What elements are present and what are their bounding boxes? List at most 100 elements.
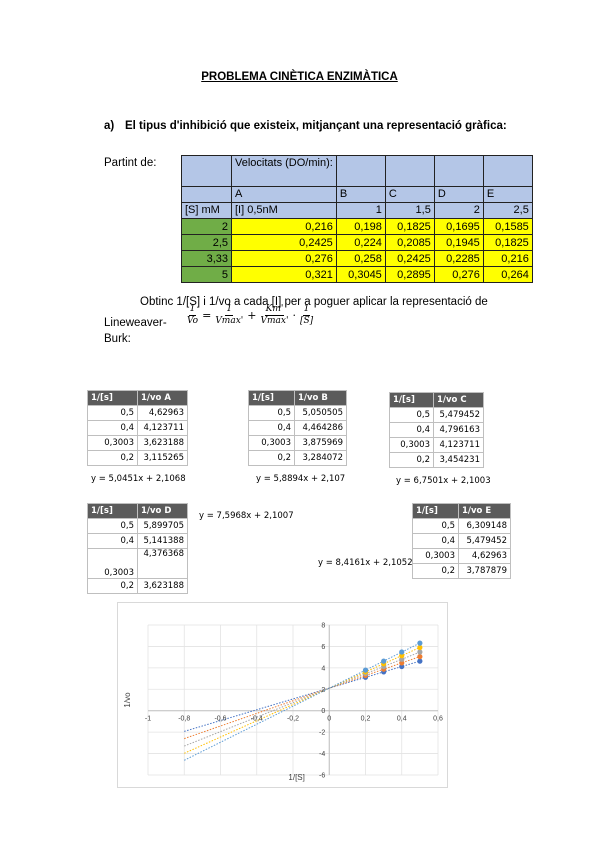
trendline-4 xyxy=(184,642,421,761)
letter-c: C xyxy=(384,186,435,203)
table-row: 0,4 5,479452 xyxy=(412,533,511,549)
table-row: A B C D E xyxy=(181,186,533,203)
equation-a: y = 5,0451x + 2,1068 xyxy=(91,474,186,484)
equation-b: y = 5,8894x + 2,107 xyxy=(256,474,346,484)
velocity-cell: 0,216 xyxy=(231,218,337,235)
y-tick-label: -4 xyxy=(319,751,325,758)
x-tick-label: -0,8 xyxy=(178,716,190,723)
table-row: 0,4 4,796163 xyxy=(389,422,484,438)
table-row: 0,5 4,62963 xyxy=(87,405,188,421)
table-b: 1/[s] 1/vo B 0,5 5,050505 0,4 4,464286 0,30… xyxy=(248,390,347,466)
data-point xyxy=(417,644,423,651)
x-tick-label: 0 xyxy=(327,716,331,723)
velocity-cell: 0,258 xyxy=(335,250,386,267)
velocity-cell: 0,1695 xyxy=(433,218,484,235)
y-tick-label: -2 xyxy=(319,730,325,737)
velocity-cell: 0,321 xyxy=(231,266,337,283)
s-value: 2 xyxy=(181,218,232,235)
main-data-table: Velocitats (DO/min): A B C D E [S] mM [I… xyxy=(181,155,533,283)
x-tick-label: 0,6 xyxy=(433,716,443,723)
data-point xyxy=(417,658,423,664)
velocity-cell: 0,2085 xyxy=(384,234,435,251)
page-title: PROBLEMA CINÈTICA ENZIMÀTICA xyxy=(201,71,398,83)
inhibitor-a: [I] 0,5nM xyxy=(231,202,337,219)
velocity-cell: 0,224 xyxy=(335,234,386,251)
trendline-3 xyxy=(184,647,421,754)
y-tick-label: 0 xyxy=(321,708,325,715)
table-row: 0,4 4,123711 xyxy=(87,420,188,436)
table-row: 1/[s] 1/vo C xyxy=(389,392,484,408)
x-tick-label: -0,6 xyxy=(214,716,226,723)
table-a: 1/[s] 1/vo A 0,5 4,62963 0,4 4,123711 0,300… xyxy=(87,390,188,466)
chart-svg: -1 -0,8 -0,6 -0,4 -0,2 0 0,2 0,4 0,6-6-4-2024681… xyxy=(123,623,443,783)
s-label: [S] mM xyxy=(181,202,232,219)
y-tick-label: 8 xyxy=(321,623,325,630)
table-row: 0,3003 3,875969 xyxy=(248,435,347,451)
table-row: 0,2 3,787879 xyxy=(412,563,511,579)
data-point xyxy=(399,653,405,659)
table-d: 1/[s] 1/vo D 0,5 5,899705 0,4 5,141388 0,30… xyxy=(87,503,188,594)
table-row: 0,4 5,141388 xyxy=(87,533,188,549)
letter-a: A xyxy=(231,186,337,203)
table-row: [S] mM [I] 0,5nM 1 1,5 2 2,5 xyxy=(181,202,533,219)
data-point xyxy=(362,667,369,673)
formula-term-2: Km' Vmax' xyxy=(260,304,289,326)
velocitats-header: Velocitats (DO/min): xyxy=(231,155,337,187)
y-tick-label: 2 xyxy=(321,687,325,694)
table-row: 0,3003 3,623188 xyxy=(87,435,188,451)
table-row: 0,3003 4,376368 xyxy=(87,548,188,579)
table-e: 1/[s] 1/vo E 0,5 6,309148 0,4 5,479452 0,30… xyxy=(412,503,511,579)
question-letter: a) xyxy=(104,120,115,132)
x-tick-label: -1 xyxy=(145,716,151,723)
velocity-cell: 0,1945 xyxy=(433,234,484,251)
x-tick-label: 0,4 xyxy=(397,716,407,723)
equation-c: y = 6,7501x + 2,1003 xyxy=(396,476,491,486)
inhibitor-d: 2 xyxy=(433,202,484,219)
table-row: 1/[s] 1/vo B xyxy=(248,390,347,406)
paragraph-line-2: Lineweaver-Burk: xyxy=(104,317,167,345)
velocity-cell: 0,3045 xyxy=(335,266,386,283)
data-point xyxy=(399,660,405,666)
formula-plus: + xyxy=(247,309,257,322)
s-value: 5 xyxy=(181,266,232,283)
formula-equals: = xyxy=(202,309,212,322)
inhibitor-b: 1 xyxy=(335,202,386,219)
formula-dot: · xyxy=(292,309,296,322)
table-row: 0,5 5,050505 xyxy=(248,405,347,421)
x-tick-label: -0,2 xyxy=(287,716,299,723)
s-value: 3,33 xyxy=(181,250,232,267)
trendline-1 xyxy=(184,656,421,740)
velocity-cell: 0,2895 xyxy=(384,266,435,283)
table-row: 2 0,216 0,198 0,1825 0,1695 0,1585 xyxy=(181,218,533,235)
velocity-cell: 0,276 xyxy=(231,250,337,267)
letter-b: B xyxy=(335,186,386,203)
data-point xyxy=(417,640,423,646)
y-tick-label: -6 xyxy=(319,773,325,780)
table-row: 0,2 3,284072 xyxy=(248,450,347,466)
table-row: 0,5 5,899705 xyxy=(87,518,188,534)
equation-d: y = 7,5968x + 2,1007 xyxy=(199,511,294,521)
table-row: 3,33 0,276 0,258 0,2425 0,2285 0,216 xyxy=(181,250,533,267)
table-row: 0,2 3,623188 xyxy=(87,578,188,594)
velocity-cell: 0,216 xyxy=(482,250,533,267)
data-point xyxy=(417,654,423,660)
table-row: 0,2 3,454231 xyxy=(389,452,484,468)
formula-lhs: 1 Vo xyxy=(187,304,199,326)
inhibitor-e: 2,5 xyxy=(482,202,533,219)
letter-e: E xyxy=(482,186,533,203)
table-row: 2,5 0,2425 0,224 0,2085 0,1945 0,1825 xyxy=(181,234,533,251)
x-axis-title: 1/[S] xyxy=(288,773,304,782)
velocity-cell: 0,2425 xyxy=(384,250,435,267)
table-row: 0,3003 4,62963 xyxy=(412,548,511,564)
data-point xyxy=(399,656,405,662)
velocity-cell: 0,2285 xyxy=(433,250,484,267)
lineweaver-burk-formula: 1 Vo = 1 Vmax' + Km' Vmax' · 1 [S] xyxy=(186,304,314,327)
y-axis-title: 1/vo xyxy=(123,692,132,708)
velocity-cell: 0,276 xyxy=(433,266,484,283)
table-row: 1/[s] 1/vo A xyxy=(87,390,188,406)
inhibitor-c: 1,5 xyxy=(384,202,435,219)
velocity-cell: 0,1585 xyxy=(482,218,533,235)
formula-term-1: 1 Vmax' xyxy=(215,304,244,326)
table-row: 1/[s] 1/vo D xyxy=(87,503,188,519)
s-value: 2,5 xyxy=(181,234,232,251)
